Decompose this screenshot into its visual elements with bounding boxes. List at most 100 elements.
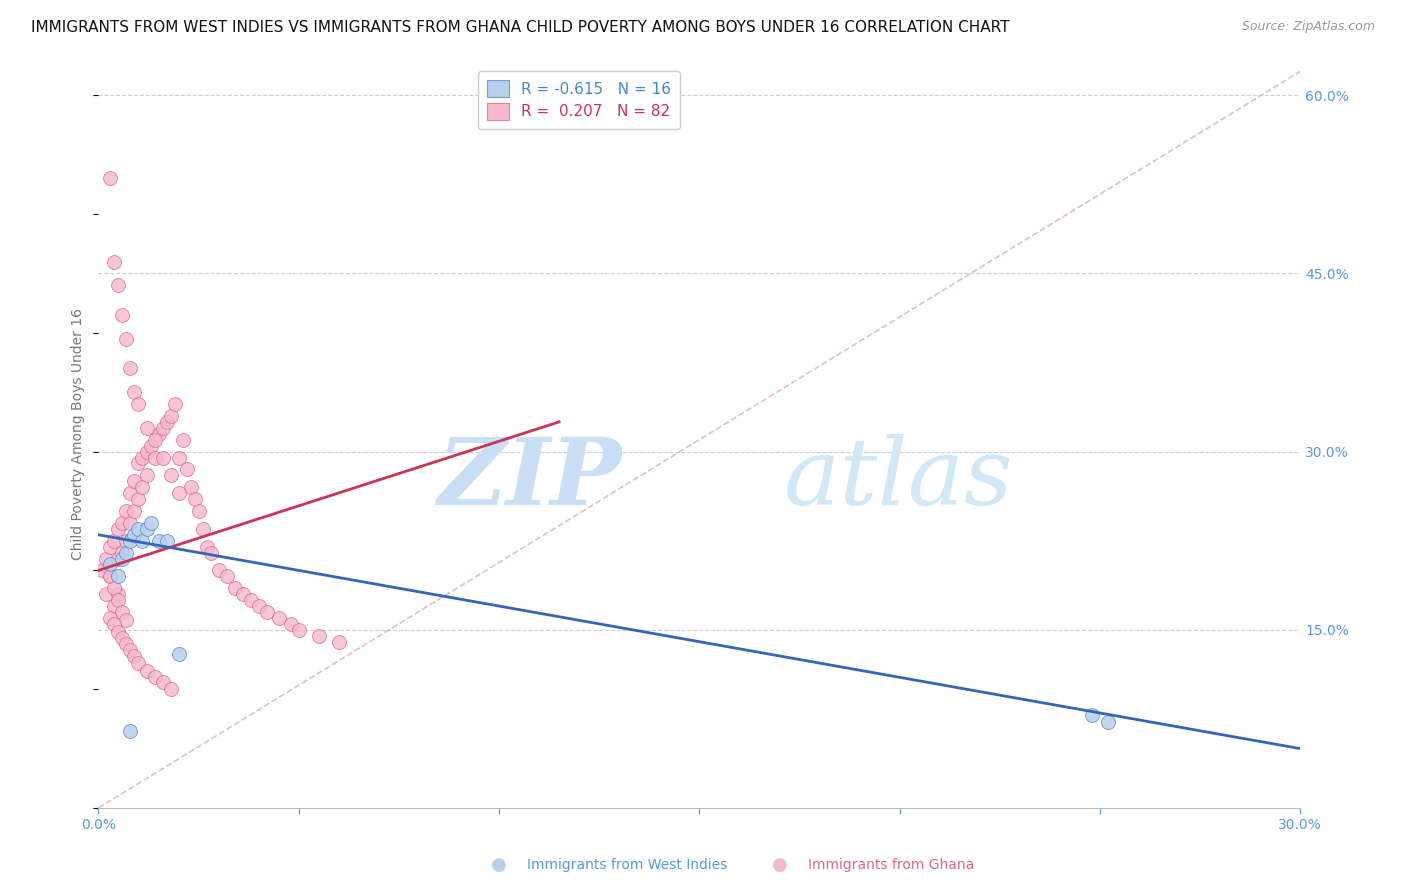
- Point: [187, 504, 209, 518]
- Point: [111, 308, 134, 322]
- Point: [143, 670, 166, 684]
- Point: [107, 587, 129, 601]
- Point: [163, 397, 186, 411]
- Text: ●: ●: [772, 856, 789, 874]
- Point: [107, 593, 129, 607]
- Point: [103, 533, 125, 548]
- Point: [115, 504, 138, 518]
- Text: ZIP: ZIP: [437, 434, 621, 524]
- Point: [135, 421, 157, 435]
- Point: [111, 516, 134, 530]
- Point: [139, 516, 162, 530]
- Point: [111, 631, 134, 645]
- Point: [115, 545, 138, 559]
- Point: [135, 444, 157, 458]
- Point: [131, 480, 153, 494]
- Point: [127, 522, 149, 536]
- Point: [124, 528, 146, 542]
- Point: [120, 361, 142, 376]
- Point: [135, 665, 157, 679]
- Point: [152, 421, 174, 435]
- Point: [152, 675, 174, 690]
- Point: [115, 637, 138, 651]
- Point: [103, 581, 125, 595]
- Point: [1081, 708, 1104, 723]
- Text: Immigrants from West Indies: Immigrants from West Indies: [527, 858, 728, 872]
- Text: ●: ●: [491, 856, 508, 874]
- Y-axis label: Child Poverty Among Boys Under 16: Child Poverty Among Boys Under 16: [72, 308, 86, 560]
- Point: [115, 332, 138, 346]
- Point: [167, 647, 190, 661]
- Point: [280, 616, 302, 631]
- Point: [200, 545, 222, 559]
- Point: [127, 656, 149, 670]
- Point: [107, 278, 129, 293]
- Point: [103, 599, 125, 613]
- Point: [107, 551, 129, 566]
- Point: [139, 439, 162, 453]
- Point: [127, 397, 149, 411]
- Point: [195, 540, 218, 554]
- Text: IMMIGRANTS FROM WEST INDIES VS IMMIGRANTS FROM GHANA CHILD POVERTY AMONG BOYS UN: IMMIGRANTS FROM WEST INDIES VS IMMIGRANT…: [31, 20, 1010, 35]
- Point: [124, 475, 146, 489]
- Point: [100, 569, 122, 583]
- Point: [247, 599, 270, 613]
- Point: [155, 415, 177, 429]
- Point: [308, 629, 330, 643]
- Point: [239, 593, 262, 607]
- Point: [120, 643, 142, 657]
- Point: [115, 613, 138, 627]
- Point: [143, 450, 166, 465]
- Point: [107, 569, 129, 583]
- Point: [328, 634, 350, 648]
- Point: [176, 462, 198, 476]
- Point: [127, 457, 149, 471]
- Point: [100, 611, 122, 625]
- Point: [167, 450, 190, 465]
- Point: [100, 558, 122, 572]
- Point: [191, 522, 214, 536]
- Point: [103, 254, 125, 268]
- Point: [91, 563, 114, 577]
- Point: [267, 611, 290, 625]
- Point: [224, 581, 246, 595]
- Text: Source: ZipAtlas.com: Source: ZipAtlas.com: [1241, 20, 1375, 33]
- Point: [148, 533, 170, 548]
- Point: [131, 533, 153, 548]
- Point: [100, 540, 122, 554]
- Point: [155, 533, 177, 548]
- Point: [120, 486, 142, 500]
- Point: [107, 522, 129, 536]
- Point: [120, 723, 142, 738]
- Point: [256, 605, 278, 619]
- Point: [111, 545, 134, 559]
- Point: [120, 516, 142, 530]
- Point: [124, 648, 146, 663]
- Text: atlas: atlas: [783, 434, 1012, 524]
- Point: [148, 426, 170, 441]
- Point: [172, 433, 194, 447]
- Point: [131, 450, 153, 465]
- Point: [100, 171, 122, 186]
- Point: [1097, 715, 1119, 730]
- Point: [103, 616, 125, 631]
- Point: [100, 569, 122, 583]
- Point: [207, 563, 229, 577]
- Point: [111, 551, 134, 566]
- Point: [111, 605, 134, 619]
- Point: [159, 682, 181, 697]
- Point: [167, 486, 190, 500]
- Point: [232, 587, 254, 601]
- Point: [96, 551, 118, 566]
- Point: [143, 433, 166, 447]
- Point: [96, 587, 118, 601]
- Point: [135, 468, 157, 483]
- Point: [124, 385, 146, 400]
- Point: [124, 504, 146, 518]
- Point: [159, 409, 181, 423]
- Point: [215, 569, 238, 583]
- Point: [127, 492, 149, 507]
- Point: [115, 533, 138, 548]
- Point: [183, 492, 205, 507]
- Point: [135, 522, 157, 536]
